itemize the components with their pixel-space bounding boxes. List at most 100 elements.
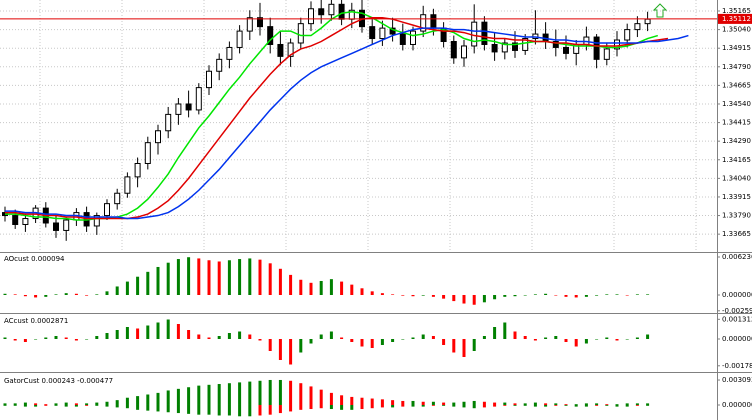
histogram-bar (329, 331, 333, 339)
gator-bar (85, 403, 89, 405)
gator-bar (462, 401, 466, 405)
histogram-bar (309, 339, 313, 344)
histogram-bar (646, 334, 650, 339)
gator-bar (64, 402, 68, 405)
histogram-bar (217, 261, 221, 295)
gator-bar (442, 404, 446, 406)
gator-bar (615, 404, 619, 405)
candle-body (134, 162, 141, 178)
histogram-bar (431, 336, 435, 339)
histogram-bar (13, 294, 17, 295)
histogram-bar (544, 337, 548, 339)
gator-bar (544, 404, 548, 407)
histogram-bar (176, 259, 180, 295)
histogram-bar (34, 294, 38, 298)
gator-bar (472, 404, 476, 409)
gator-bar (136, 396, 140, 405)
gator-bar (360, 404, 364, 410)
gator-bar (299, 404, 303, 410)
histogram-bar (299, 279, 303, 295)
y-tick-label: 1.33665 (722, 230, 751, 238)
gator-bar (23, 402, 27, 405)
histogram-bar (299, 339, 303, 353)
candle-body (563, 46, 569, 54)
histogram-bar (278, 339, 282, 360)
gator-bar (625, 404, 629, 407)
candle-body (216, 58, 223, 72)
histogram-bar (136, 328, 140, 339)
candle-body (195, 87, 202, 111)
candle-body (185, 103, 192, 111)
histogram-bar (125, 281, 129, 295)
gator-bar (74, 403, 78, 405)
y-tick-label: 1.35165 (722, 7, 751, 15)
candle-body (144, 142, 151, 164)
gator-bar (452, 402, 456, 405)
candle-body (12, 215, 19, 225)
histogram-bar (350, 284, 354, 295)
histogram-bar (431, 294, 435, 297)
y-tick-label: 1.34665 (722, 81, 751, 89)
histogram-bar (319, 280, 323, 295)
histogram-bar (615, 339, 619, 341)
histogram-bar (3, 293, 7, 295)
gator-bar (472, 400, 476, 405)
histogram-bar (238, 259, 242, 295)
histogram-bar (85, 339, 89, 340)
candle-body (165, 113, 172, 132)
histogram-bar (268, 263, 272, 295)
candle-body (297, 23, 304, 44)
indicator-title: GatorCust 0.000243 -0.000477 (4, 377, 113, 385)
histogram-bar (452, 339, 456, 353)
gator-bar (187, 404, 191, 414)
candle-body (246, 17, 253, 32)
gator-bar (146, 404, 150, 411)
histogram-bar (370, 339, 374, 348)
histogram-bar (289, 274, 293, 295)
histogram-bar (564, 294, 568, 297)
gator-bar (3, 404, 7, 406)
gator-bar (493, 404, 497, 407)
histogram-bar (125, 327, 129, 339)
gator-bar (64, 404, 68, 407)
y-tick-label: 0.0013122 (722, 315, 752, 323)
gator-bar (482, 404, 486, 408)
gator-bar (533, 404, 537, 407)
candle-body (471, 21, 478, 47)
gator-bar (401, 400, 405, 405)
y-tick-label: 0.0000000 (722, 335, 752, 343)
gator-bar (635, 404, 639, 406)
y-tick-label: 0.003093 (722, 376, 752, 384)
histogram-bar (513, 331, 517, 339)
gator-bar (197, 404, 201, 415)
histogram-bar (350, 339, 354, 342)
histogram-bar (554, 336, 558, 339)
candle-body (63, 219, 70, 231)
histogram-bar (452, 294, 456, 302)
candle-body (206, 70, 212, 89)
candle-body (624, 29, 631, 41)
gator-bar (23, 404, 27, 407)
gator-bar (125, 404, 129, 409)
histogram-bar (74, 293, 78, 295)
y-tick-label: 0.006236 (722, 253, 752, 261)
gator-bar (523, 404, 527, 406)
histogram-bar (503, 294, 507, 297)
gator-bar (105, 401, 109, 405)
moving-average-line (5, 27, 689, 220)
histogram-bar (64, 337, 68, 339)
gator-bar (278, 404, 282, 414)
candle-body (399, 33, 406, 45)
y-tick-label: 1.34040 (722, 174, 751, 182)
histogram-bar (462, 339, 466, 357)
y-tick-label: 1.34540 (722, 100, 751, 108)
candle-body (501, 42, 508, 53)
histogram-bar (329, 279, 333, 295)
y-tick-label: 1.34165 (722, 156, 751, 164)
gator-bar (544, 403, 548, 405)
histogram-bar (105, 291, 109, 295)
histogram-bar (156, 322, 160, 339)
gator-bar (176, 388, 180, 405)
